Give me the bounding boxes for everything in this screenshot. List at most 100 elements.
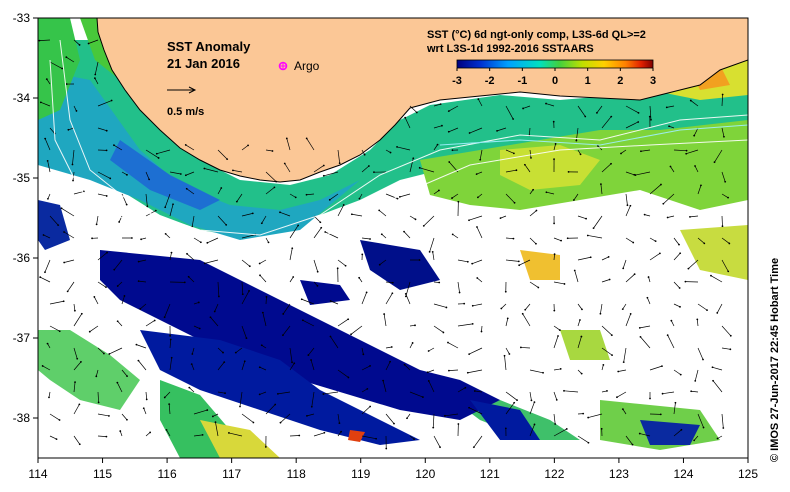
current-vector [601, 325, 613, 336]
current-vector [639, 325, 651, 329]
current-vector-head [616, 396, 618, 399]
current-vector [721, 193, 729, 198]
current-vector [479, 149, 483, 160]
current-vector [504, 355, 507, 371]
current-vector [259, 366, 267, 371]
current-vector-head [679, 252, 682, 255]
current-vector-head [464, 386, 467, 389]
current-vector-head [721, 225, 724, 228]
plot-area [38, 18, 748, 458]
current-vector [697, 303, 708, 311]
current-vector-head [666, 334, 669, 337]
x-tick-label: 116 [158, 467, 177, 481]
current-vector-head [582, 412, 585, 415]
current-vector-head [662, 202, 665, 205]
current-vector [43, 234, 51, 239]
current-vector [457, 281, 460, 293]
current-vector [433, 125, 443, 129]
current-vector [166, 429, 171, 437]
current-vector [468, 407, 483, 415]
current-vector [241, 413, 254, 423]
current-vector [496, 127, 507, 132]
current-vector [232, 170, 243, 173]
y-tick-label: -35 [13, 171, 31, 185]
current-vector-head [432, 426, 435, 429]
current-vector-head [403, 230, 405, 233]
current-vector-head [375, 437, 378, 440]
current-vector-head [261, 311, 264, 314]
current-vector-head [396, 146, 398, 148]
current-vector [429, 237, 435, 252]
current-vector [577, 256, 591, 261]
current-vector-head [575, 139, 578, 142]
current-vector [553, 325, 561, 331]
current-vector-head [282, 334, 284, 337]
current-vector-head [471, 304, 474, 307]
current-vector-head [275, 180, 278, 183]
current-vector-head [206, 241, 209, 244]
current-vector [696, 319, 699, 327]
current-vector [673, 429, 682, 437]
current-vector-head [637, 111, 640, 114]
current-vector [666, 105, 675, 108]
current-vector [673, 402, 676, 415]
current-vector-head [418, 166, 421, 169]
current-vector-head [234, 351, 237, 354]
current-vector [207, 237, 219, 244]
current-vector-head [504, 427, 507, 430]
current-vector-head [274, 403, 277, 406]
current-vector [73, 313, 83, 327]
current-vector-head [646, 296, 649, 299]
current-vector [279, 211, 291, 217]
current-vector [361, 165, 370, 173]
current-vector [97, 347, 105, 354]
current-vector-head [693, 439, 696, 442]
current-vector-head [55, 438, 58, 441]
current-vector [529, 401, 535, 415]
current-vector-head [389, 151, 392, 154]
current-vector [625, 435, 633, 445]
current-vector-head [48, 396, 50, 399]
current-vector [469, 347, 483, 355]
current-vector-head [414, 218, 417, 221]
current-vector [524, 164, 531, 173]
current-vector [694, 165, 699, 173]
current-vector [73, 39, 80, 46]
current-vector [444, 413, 459, 417]
current-vector-head [60, 207, 63, 210]
current-vector-head [306, 414, 308, 417]
current-vector [97, 252, 108, 261]
current-vector [236, 193, 243, 202]
current-vector [587, 235, 603, 239]
current-vector-head [496, 129, 498, 132]
current-vector-head [629, 204, 632, 207]
current-vector-head [214, 421, 217, 424]
current-vector [88, 39, 99, 44]
current-vector-head [163, 316, 166, 319]
current-vector-head [724, 180, 727, 183]
current-vector [427, 369, 435, 373]
scale-label: 0.5 m/s [167, 106, 204, 118]
current-vector-head [80, 360, 82, 363]
current-vector-head [586, 234, 589, 237]
current-vector-head [404, 293, 407, 295]
current-vector-head [72, 179, 74, 182]
current-vector [193, 325, 200, 329]
current-vector [361, 347, 364, 355]
current-vector [381, 234, 387, 239]
current-vector-head [545, 191, 548, 194]
colorbar-gradient [456, 59, 654, 69]
current-vector [688, 259, 699, 269]
current-vector-head [206, 409, 209, 411]
current-vector [476, 171, 483, 175]
argo-label: Argo [294, 59, 320, 73]
current-vector-head [163, 396, 166, 399]
current-vector [118, 215, 123, 223]
current-vector [329, 193, 339, 201]
current-vector [121, 295, 125, 305]
current-vector-head [722, 427, 725, 429]
current-vector-head [441, 124, 443, 127]
current-vector-head [592, 227, 595, 230]
current-vector [169, 339, 172, 349]
current-vector [433, 103, 441, 107]
